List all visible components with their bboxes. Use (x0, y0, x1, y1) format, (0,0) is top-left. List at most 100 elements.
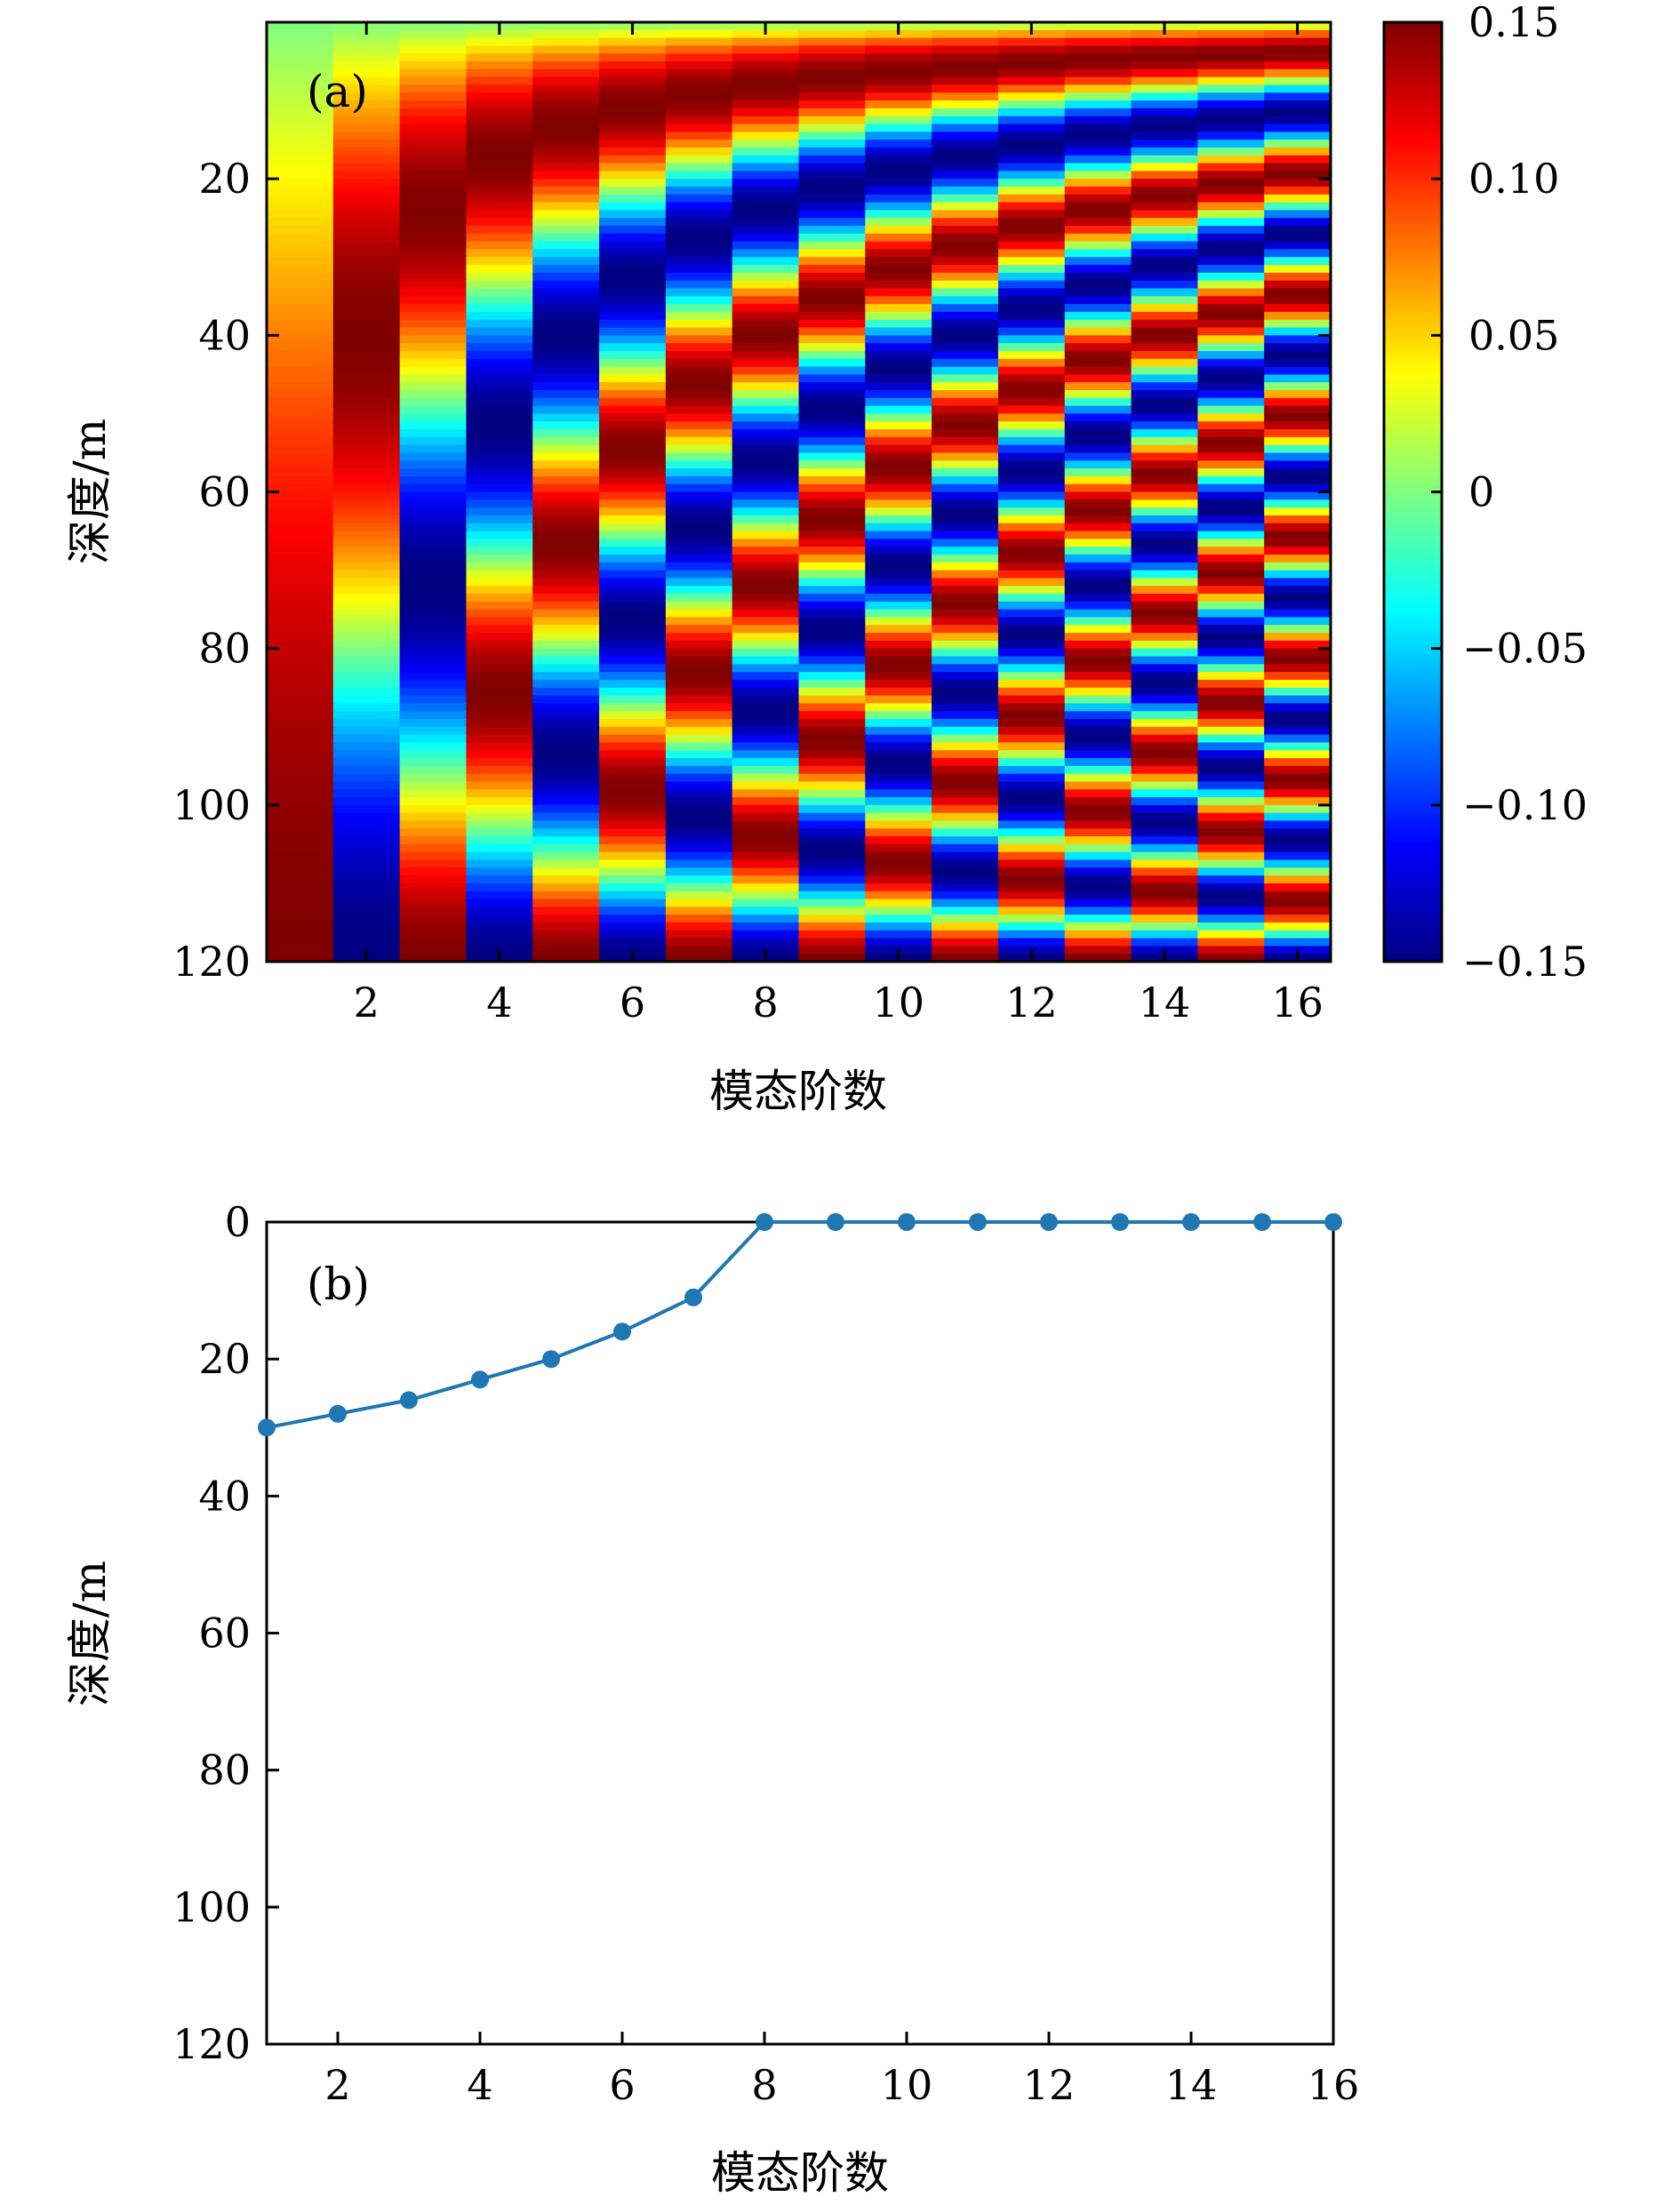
heatmap-cell (997, 186, 1066, 196)
heatmap-cell (997, 163, 1066, 172)
heatmap-cell (399, 304, 468, 313)
heatmap-cell (1197, 335, 1265, 344)
heatmap-cell (732, 507, 800, 516)
heatmap-cell (532, 304, 600, 313)
heatmap-cell (1264, 92, 1332, 101)
heatmap-cell (1264, 781, 1332, 790)
heatmap-cell (1131, 586, 1198, 595)
heatmap-cell (1064, 765, 1132, 775)
heatmap-cell (466, 92, 533, 101)
heatmap-cell (997, 358, 1066, 368)
heatmap-cell (732, 930, 800, 939)
heatmap-cell (399, 828, 468, 837)
heatmap-cell (332, 789, 401, 798)
heatmap-cell (865, 875, 932, 884)
heatmap-cell (932, 280, 999, 290)
heatmap-cell (997, 124, 1066, 132)
heatmap-cell (1064, 946, 1132, 955)
heatmap-cell (466, 687, 533, 697)
heatmap-cell (599, 265, 667, 274)
heatmap-cell (798, 483, 866, 493)
heatmap-cell (665, 499, 733, 508)
heatmap-cell (267, 108, 334, 117)
heatmap-cell (332, 226, 401, 235)
heatmap-cell (798, 468, 866, 477)
heatmap-cell (798, 132, 866, 140)
heatmap-cell (532, 366, 600, 375)
heatmap-cell (997, 883, 1066, 892)
heatmap-cell (1197, 625, 1265, 634)
heatmap-cell (1197, 100, 1265, 109)
heatmap-cell (865, 76, 932, 86)
heatmap-cell (1064, 194, 1132, 204)
heatmap-cell (865, 836, 932, 845)
heatmap-cell (399, 586, 468, 595)
heatmap-cell (665, 946, 733, 955)
heatmap-cell (332, 875, 401, 884)
heatmap-cell (466, 280, 533, 290)
heatmap-cell (332, 179, 401, 188)
heatmap-cell (1264, 163, 1332, 172)
heatmap-cell (665, 797, 733, 806)
heatmap-cell (665, 562, 733, 571)
heatmap-cell (1197, 22, 1265, 31)
heatmap-cell (332, 851, 401, 861)
heatmap-cell (1264, 171, 1332, 180)
heatmap-cell (267, 499, 334, 508)
heatmap-cell (997, 241, 1066, 251)
x-tick-label: 10 (872, 979, 924, 1027)
heatmap-cell (997, 436, 1066, 446)
heatmap-cell (665, 672, 733, 681)
heatmap-cell (932, 757, 999, 767)
heatmap-cell (1131, 867, 1198, 876)
heatmap-cell (532, 875, 600, 884)
heatmap-cell (1131, 468, 1198, 477)
heatmap-cell (267, 147, 334, 156)
heatmap-cell (267, 695, 334, 704)
heatmap-cell (1197, 343, 1265, 352)
heatmap-cell (532, 726, 600, 736)
heatmap-cell (732, 311, 800, 321)
heatmap-cell (466, 531, 533, 539)
heatmap-cell (532, 609, 600, 619)
heatmap-cell (532, 179, 600, 188)
heatmap-cell (932, 711, 999, 720)
heatmap-cell (466, 171, 533, 180)
heatmap-cell (932, 429, 999, 438)
heatmap-cell (599, 68, 667, 78)
heatmap-cell (732, 327, 800, 336)
heatmap-cell (1197, 210, 1265, 219)
heatmap-cell (1264, 397, 1332, 407)
heatmap-cell (1197, 867, 1265, 876)
heatmap-cell (997, 397, 1066, 407)
heatmap-cell (1131, 186, 1198, 196)
heatmap-cell (267, 562, 334, 571)
heatmap-cell (798, 92, 866, 101)
heatmap-cell (798, 625, 866, 634)
heatmap-cell (1064, 179, 1132, 188)
heatmap-cell (732, 773, 800, 783)
heatmap-cell (267, 648, 334, 658)
heatmap-cell (932, 617, 999, 626)
heatmap-cell (997, 523, 1066, 532)
x-tick-label: 8 (752, 979, 778, 1027)
heatmap-cell (732, 633, 800, 642)
y-tick-label: 120 (172, 2020, 251, 2068)
heatmap-cell (1264, 625, 1332, 634)
heatmap-cell (1197, 147, 1265, 156)
heatmap-cell (1064, 202, 1132, 211)
heatmap-cell (1064, 22, 1132, 31)
colorbar-tick-label: 0 (1468, 468, 1494, 516)
heatmap-cell (798, 100, 866, 109)
heatmap-cell (665, 922, 733, 931)
heatmap-cell (1131, 265, 1198, 274)
heatmap-cell (267, 460, 334, 469)
heatmap-cell (466, 241, 533, 251)
heatmap-cell (1064, 867, 1132, 876)
heatmap-cell (665, 726, 733, 736)
heatmap-cell (332, 828, 401, 837)
heatmap-cell (865, 249, 932, 258)
heatmap-cell (1131, 84, 1198, 93)
heatmap-cell (665, 53, 733, 62)
